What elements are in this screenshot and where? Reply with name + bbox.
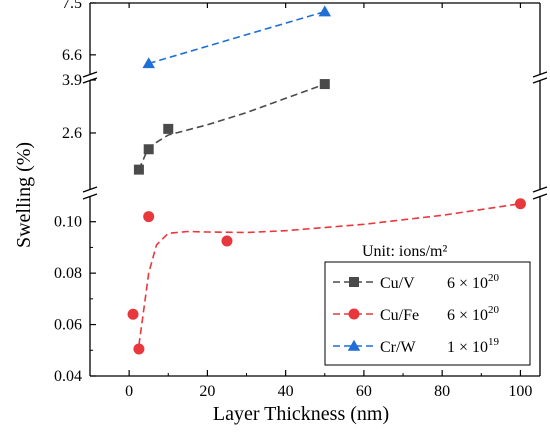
data-point-cu-fe: [221, 235, 233, 247]
x-tick-label: 60: [356, 383, 372, 400]
y-tick-label: 0.04: [54, 368, 82, 385]
data-point-cr-w: [142, 57, 155, 69]
axis-break-mark: [532, 193, 548, 200]
axis-break-mark: [532, 77, 548, 84]
legend-fluence: 6 × 1020: [447, 272, 500, 292]
trend-line-cu-fe: [138, 202, 521, 346]
data-point-cu-fe: [514, 198, 526, 210]
legend-fluence: 1 × 1019: [447, 336, 500, 356]
y-tick-label: 6.6: [62, 47, 82, 64]
axis-break-mark: [82, 71, 98, 78]
data-point-cu-fe: [143, 211, 155, 223]
legend-series-name: Cu/Fe: [380, 307, 419, 324]
legend-entries: Cu/V 6 × 1020 Cu/Fe 6 × 1020 Cr/W 1 × 1019: [333, 272, 500, 356]
axis-break-mark: [82, 186, 98, 193]
x-axis-ticks: 0 20 40 60 80 100: [89, 3, 532, 400]
axis-break-mark: [82, 193, 98, 200]
y-tick-label: 2.6: [62, 125, 82, 142]
x-tick-label: 20: [199, 383, 215, 400]
data-points: [127, 5, 526, 355]
axis-break-mark: [532, 186, 548, 193]
y-tick-label: 3.9: [62, 72, 82, 89]
legend-marker-cu-v: [349, 277, 359, 287]
y-axis-label: Swelling (%): [13, 142, 35, 248]
legend-unit-label: Unit: ions/m²: [362, 243, 447, 260]
data-point-cu-fe: [127, 308, 139, 320]
legend-fluence: 6 × 1020: [447, 304, 500, 324]
data-point-cu-v: [163, 123, 174, 134]
y-tick-label: 0.06: [54, 317, 82, 334]
axis-break-mark: [532, 71, 548, 78]
x-tick-label: 0: [125, 383, 133, 400]
plot-frame: [89, 2, 541, 377]
axis-breaks: [82, 71, 548, 200]
legend-fluence-exponent: 19: [488, 336, 500, 348]
legend-series-name: Cu/V: [380, 275, 415, 292]
data-point-cr-w: [318, 5, 332, 17]
data-point-cu-fe: [133, 343, 145, 355]
legend-fluence-exponent: 20: [488, 304, 500, 316]
y-tick-label: 0.08: [54, 265, 82, 282]
x-axis-label: Layer Thickness (nm): [213, 403, 389, 425]
legend-marker-cr-w: [347, 339, 361, 351]
x-tick-label: 100: [508, 383, 532, 400]
x-tick-label: 80: [434, 383, 450, 400]
data-point-cu-v: [143, 144, 154, 155]
y-tick-label: 7.5: [62, 0, 82, 12]
legend-series-name: Cr/W: [380, 339, 416, 356]
y-tick-label: 0.10: [54, 214, 82, 231]
trend-line-cr-w: [148, 10, 326, 65]
y-axis-ticks: 0.04 0.06 0.08 0.10 2.6 3.9 6.6 7.5: [54, 0, 96, 385]
data-point-cu-v: [319, 79, 330, 90]
x-tick-label: 40: [278, 383, 294, 400]
legend-marker-cu-fe: [348, 308, 360, 320]
legend-fluence-exponent: 20: [488, 272, 500, 284]
data-point-cu-v: [133, 164, 144, 175]
